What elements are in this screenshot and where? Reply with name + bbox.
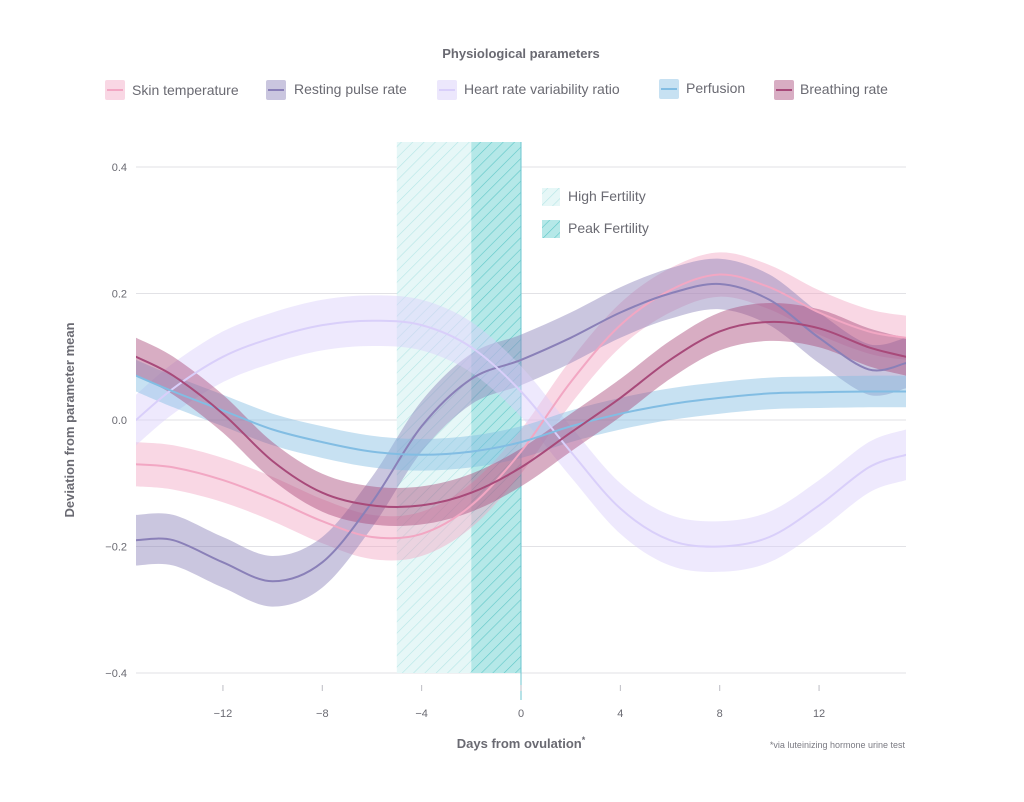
y-tick-label: 0.2 xyxy=(112,289,127,301)
x-tick-label: 4 xyxy=(617,708,623,720)
fertility-regions xyxy=(396,142,522,700)
x-tick-label: 8 xyxy=(717,708,723,720)
region-legend-label-peak-fertility: Peak Fertility xyxy=(568,220,649,236)
y-axis-ticks: 0.4 0.2 0.0 −0.2 −0.4 xyxy=(105,162,127,680)
series-line-breathing-rate xyxy=(136,320,906,508)
x-axis-ticks: −12 −8 −4 0 4 8 12 xyxy=(214,685,825,720)
region-legend-label-high-fertility: High Fertility xyxy=(568,188,646,204)
legend-label-heart-rate-variability-ratio: Heart rate variability ratio xyxy=(464,81,620,97)
legend-item-perfusion[interactable]: Perfusion xyxy=(659,79,745,99)
footnote: *via luteinizing hormone urine test xyxy=(770,740,906,750)
chart-title: Physiological parameters xyxy=(442,46,600,61)
legend-item-breathing-rate[interactable]: Breathing rate xyxy=(774,80,888,100)
band-breathing-rate xyxy=(136,302,906,526)
legend-label-skin-temperature: Skin temperature xyxy=(132,82,239,98)
legend-item-heart-rate-variability-ratio[interactable]: Heart rate variability ratio xyxy=(437,80,620,100)
region-legend: High Fertility Peak Fertility xyxy=(542,188,649,238)
y-axis-title: Deviation from parameter mean xyxy=(62,322,77,517)
region-legend-swatch-high-fertility xyxy=(542,188,560,206)
x-tick-label: −4 xyxy=(415,708,428,720)
band-resting-pulse-rate xyxy=(136,258,906,607)
y-tick-label: −0.2 xyxy=(105,542,127,554)
legend-label-perfusion: Perfusion xyxy=(686,80,745,96)
y-tick-label: 0.4 xyxy=(112,162,127,174)
x-tick-label: 12 xyxy=(813,708,825,720)
series-line-heart-rate-variability-ratio xyxy=(136,319,906,548)
x-axis-title: Days from ovulation* xyxy=(457,735,586,751)
legend-label-resting-pulse-rate: Resting pulse rate xyxy=(294,81,407,97)
y-tick-label: 0.0 xyxy=(112,415,127,427)
series-lines xyxy=(136,273,906,583)
series-line-skin-temperature xyxy=(136,273,906,540)
x-tick-label: −8 xyxy=(316,708,329,720)
legend: Skin temperature Resting pulse rate Hear… xyxy=(105,79,888,100)
legend-item-resting-pulse-rate[interactable]: Resting pulse rate xyxy=(266,80,407,100)
x-axis-title-text: Days from ovulation xyxy=(457,736,582,751)
x-tick-label: 0 xyxy=(518,708,524,720)
region-legend-swatch-peak-fertility xyxy=(542,220,560,238)
legend-label-breathing-rate: Breathing rate xyxy=(800,81,888,97)
region-peak-fertility xyxy=(471,142,521,673)
x-tick-label: −12 xyxy=(214,708,233,720)
series-line-perfusion xyxy=(136,374,906,456)
y-tick-label: −0.4 xyxy=(105,668,127,680)
legend-item-skin-temperature[interactable]: Skin temperature xyxy=(105,80,239,100)
series-line-resting-pulse-rate xyxy=(136,282,906,583)
x-axis-title-asterisk: * xyxy=(582,735,586,745)
